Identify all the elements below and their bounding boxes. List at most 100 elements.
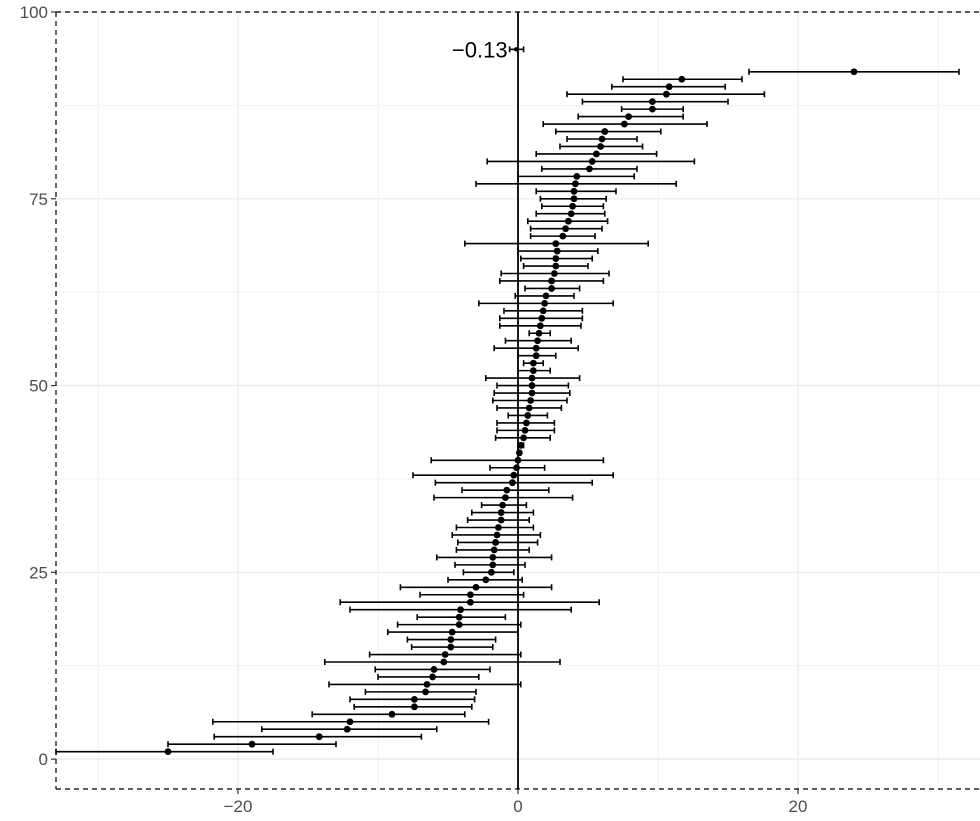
point-estimate	[441, 651, 449, 658]
point-estimate	[517, 441, 525, 449]
point-estimate	[482, 576, 490, 584]
point-estimate	[553, 247, 561, 255]
point-estimate	[548, 277, 555, 285]
point-estimate	[429, 673, 436, 681]
point-estimate	[562, 225, 569, 233]
point-estimate	[663, 90, 670, 98]
point-estimate	[492, 539, 499, 546]
point-estimate	[601, 128, 609, 135]
point-estimate	[593, 150, 600, 158]
point-estimate	[497, 516, 505, 524]
point-estimate	[164, 748, 172, 756]
point-estimate	[523, 419, 530, 427]
point-estimate	[598, 135, 606, 143]
point-estimate	[502, 494, 509, 502]
error-bars	[55, 46, 960, 755]
point-estimate	[447, 636, 455, 643]
point-estimate	[447, 643, 455, 651]
point-estimate	[514, 456, 522, 464]
point-estimate	[625, 113, 632, 120]
point-estimate	[537, 322, 544, 330]
error-bar	[311, 711, 466, 718]
point-estimate	[552, 262, 560, 270]
point-estimate	[850, 68, 858, 76]
summary-point	[513, 47, 519, 52]
point-estimate	[493, 531, 501, 539]
point-estimate	[489, 553, 497, 561]
y-tick-label: 75	[29, 190, 48, 209]
point-estimate	[467, 598, 474, 606]
point-estimate	[248, 740, 256, 748]
point-estimate	[513, 464, 520, 472]
point-estimate	[649, 105, 656, 113]
point-estimate	[530, 359, 537, 367]
point-estimate	[528, 374, 536, 382]
point-estimate	[532, 344, 540, 352]
point-estimate	[552, 240, 560, 248]
point-estimate	[455, 621, 463, 629]
point-estimate	[588, 158, 596, 165]
axes: −20 0 20 0 25 50 75 100	[20, 3, 808, 816]
point-estimate	[509, 479, 516, 487]
point-estimate	[510, 471, 518, 479]
summary-annotation: −0.13	[452, 37, 508, 62]
point-estimate	[423, 681, 431, 688]
point-estimate	[567, 210, 575, 218]
point-estimate	[497, 509, 505, 516]
y-tick-label: 50	[29, 377, 48, 396]
point-estimate	[534, 337, 541, 345]
point-estimate	[597, 143, 604, 150]
point-estimate	[524, 412, 532, 419]
point-estimate	[503, 486, 511, 494]
point-estimate	[455, 613, 463, 621]
point-estimate	[573, 172, 581, 180]
point-estimate	[346, 718, 354, 726]
point-estimate	[528, 382, 536, 389]
point-estimate	[528, 389, 536, 397]
point-estimate	[559, 232, 567, 240]
point-estimate	[388, 710, 396, 718]
point-estimate	[535, 329, 543, 337]
point-estimate	[448, 628, 456, 636]
error-bar	[55, 748, 274, 755]
y-tick-label: 100	[20, 3, 48, 22]
point-estimate	[539, 307, 547, 315]
point-estimate	[430, 666, 438, 673]
point-estimate	[525, 404, 533, 412]
point-estimate	[490, 546, 498, 554]
point-estimate	[527, 397, 534, 404]
point-estimate	[516, 449, 523, 457]
point-estimate	[572, 180, 579, 188]
point-estimate	[569, 202, 576, 210]
point-estimate	[570, 187, 578, 195]
point-estimate	[552, 255, 560, 262]
error-bar	[554, 128, 662, 135]
point-estimate	[521, 426, 529, 434]
point-estimate	[343, 725, 351, 733]
point-estimate	[570, 195, 578, 203]
error-bar	[364, 688, 477, 695]
point-estimate	[551, 270, 558, 277]
x-tick-label: −20	[224, 797, 253, 816]
x-tick-label: 20	[789, 797, 808, 816]
point-estimate	[665, 83, 673, 91]
point-estimate	[489, 561, 497, 569]
error-bar	[377, 673, 480, 680]
point-estimate	[472, 583, 480, 591]
point-estimate	[548, 285, 555, 292]
point-estimate	[520, 434, 527, 442]
point-estimate	[678, 75, 686, 83]
y-tick-label: 0	[39, 750, 48, 769]
point-estimate	[315, 733, 323, 741]
point-estimate	[467, 591, 474, 599]
point-estimate	[649, 98, 656, 106]
point-estimate	[411, 695, 418, 703]
point-estimate	[440, 658, 448, 666]
error-bar	[455, 524, 535, 531]
point-estimate	[565, 217, 572, 225]
point-estimates	[164, 47, 858, 756]
point-estimate	[586, 165, 593, 173]
point-estimate	[538, 314, 546, 322]
point-estimate	[488, 568, 495, 576]
